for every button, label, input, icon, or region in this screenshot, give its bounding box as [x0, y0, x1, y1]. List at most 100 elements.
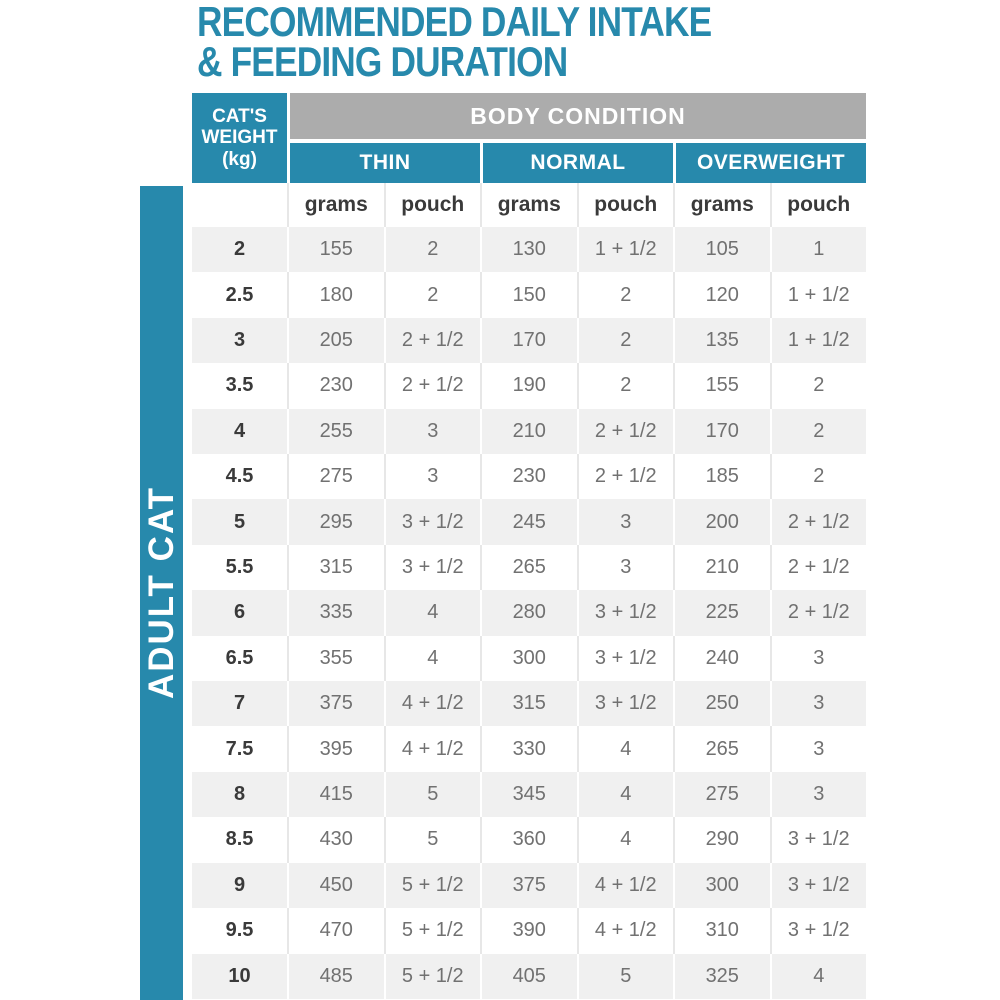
- weight-header-line1: CAT'S: [212, 105, 267, 127]
- value-cell: 4: [576, 771, 674, 818]
- subheader-grams: grams: [673, 183, 770, 227]
- value-cell: 405: [480, 953, 577, 999]
- value-cell: 3 + 1/2: [769, 817, 867, 863]
- value-cell: 280: [480, 590, 577, 636]
- value-cell: 170: [480, 317, 577, 364]
- value-cell: 210: [480, 408, 577, 455]
- value-cell: 2: [383, 227, 481, 273]
- weight-cell: 8: [233, 783, 246, 806]
- value-cell: 120: [673, 272, 770, 318]
- value-cell: 4: [769, 953, 867, 999]
- value-cell: 155: [673, 363, 770, 409]
- value-cell: 4: [383, 590, 481, 636]
- table-row: 8.5 430 5 360 4 290 3 + 1/2: [192, 817, 867, 863]
- feeding-table: CAT'S WEIGHT (kg) BODY CONDITION THIN NOR…: [192, 93, 866, 999]
- value-cell: 325: [673, 953, 770, 999]
- value-cell: 4 + 1/2: [383, 726, 481, 772]
- weight-cell: 9: [233, 873, 246, 896]
- adult-cat-side-band: ADULT CAT: [140, 186, 183, 1000]
- table-row: 5.5 315 3 + 1/2 265 3 210 2 + 1/2: [192, 544, 866, 591]
- value-cell: 290: [673, 817, 770, 863]
- table-row: 5 295 3 + 1/2 245 3 200 2 + 1/2: [192, 499, 866, 545]
- value-cell: 1 + 1/2: [769, 317, 867, 364]
- table-row: 6 335 4 280 3 + 1/2 225 2 + 1/2: [192, 590, 867, 636]
- condition-header-thin: THIN: [290, 143, 480, 183]
- subheader-row: grams pouch grams pouch grams pouch: [192, 183, 866, 227]
- table-row: 2 155 2 130 1 + 1/2 105 1: [192, 227, 867, 273]
- value-cell: 2: [576, 272, 674, 318]
- value-cell: 5: [383, 771, 481, 818]
- weight-cell: 10: [228, 964, 251, 987]
- value-cell: 4: [576, 726, 674, 772]
- value-cell: 5 + 1/2: [383, 862, 481, 909]
- subheader-pouch: pouch: [769, 183, 867, 227]
- value-cell: 190: [480, 363, 577, 409]
- table-row: 9.5 470 5 + 1/2 390 4 + 1/2 310 3 + 1/2: [192, 908, 867, 954]
- table-row: 2.5 180 2 150 2 120 1 + 1/2: [192, 272, 867, 318]
- value-cell: 3: [769, 681, 867, 727]
- value-cell: 3: [769, 635, 867, 682]
- value-cell: 2: [576, 363, 674, 409]
- value-cell: 180: [287, 272, 384, 318]
- subheader-grams: grams: [480, 183, 577, 227]
- weight-cell: 7: [233, 692, 246, 715]
- table-row: 7 375 4 + 1/2 315 3 + 1/2 250 3: [192, 681, 867, 727]
- value-cell: 450: [287, 862, 384, 909]
- value-cell: 3: [576, 499, 674, 545]
- value-cell: 1: [769, 227, 867, 273]
- value-cell: 5: [383, 817, 481, 863]
- value-cell: 2 + 1/2: [383, 317, 481, 364]
- value-cell: 3: [383, 454, 481, 500]
- value-cell: 2 + 1/2: [769, 590, 867, 636]
- value-cell: 230: [480, 454, 577, 500]
- value-cell: 315: [287, 544, 384, 591]
- weight-cell: 5.5: [225, 556, 254, 579]
- weight-cell: 6.5: [225, 646, 254, 669]
- value-cell: 105: [673, 227, 770, 273]
- value-cell: 390: [480, 908, 577, 954]
- value-cell: 130: [480, 227, 577, 273]
- weight-cell: 9.5: [225, 919, 254, 942]
- value-cell: 3 + 1/2: [576, 635, 674, 682]
- value-cell: 4: [576, 817, 674, 863]
- value-cell: 3 + 1/2: [769, 908, 867, 954]
- value-cell: 395: [287, 726, 384, 772]
- value-cell: 240: [673, 635, 770, 682]
- value-cell: 2: [769, 408, 867, 455]
- weight-header-line3: (kg): [222, 148, 257, 170]
- value-cell: 360: [480, 817, 577, 863]
- value-cell: 225: [673, 590, 770, 636]
- value-cell: 4 + 1/2: [383, 681, 481, 727]
- value-cell: 4 + 1/2: [576, 862, 674, 909]
- value-cell: 430: [287, 817, 384, 863]
- table-row: 3 205 2 + 1/2 170 2 135 1 + 1/2: [192, 317, 867, 364]
- subheader-grams: grams: [287, 183, 384, 227]
- value-cell: 4 + 1/2: [576, 908, 674, 954]
- value-cell: 2: [769, 363, 867, 409]
- value-cell: 275: [287, 454, 384, 500]
- value-cell: 3 + 1/2: [576, 681, 674, 727]
- table-row: 6.5 355 4 300 3 + 1/2 240 3: [192, 635, 867, 682]
- value-cell: 3: [576, 544, 674, 591]
- value-cell: 2: [383, 272, 481, 318]
- value-cell: 375: [287, 681, 384, 727]
- table-body: 2 155 2 130 1 + 1/2 105 1 2.5 180 2 150 2 120 1 + 1/2…: [192, 227, 866, 999]
- value-cell: 355: [287, 635, 384, 682]
- table-row: 8 415 5 345 4 275 3: [192, 771, 866, 818]
- value-cell: 1 + 1/2: [769, 272, 867, 318]
- value-cell: 185: [673, 454, 770, 500]
- table-row: 10 485 5 + 1/2 405 5 325 4: [192, 953, 867, 999]
- cats-weight-header: CAT'S WEIGHT (kg): [192, 93, 287, 183]
- table-row: 7.5 395 4 + 1/2 330 4 265 3: [192, 726, 867, 772]
- value-cell: 300: [673, 862, 770, 909]
- table-header: CAT'S WEIGHT (kg) BODY CONDITION THIN NOR…: [192, 93, 866, 183]
- weight-cell: 4: [233, 419, 246, 442]
- value-cell: 170: [673, 408, 770, 455]
- value-cell: 255: [287, 408, 384, 455]
- value-cell: 3: [769, 726, 867, 772]
- value-cell: 295: [287, 499, 384, 545]
- weight-cell: 4.5: [225, 465, 254, 488]
- value-cell: 2 + 1/2: [383, 363, 481, 409]
- value-cell: 200: [673, 499, 770, 545]
